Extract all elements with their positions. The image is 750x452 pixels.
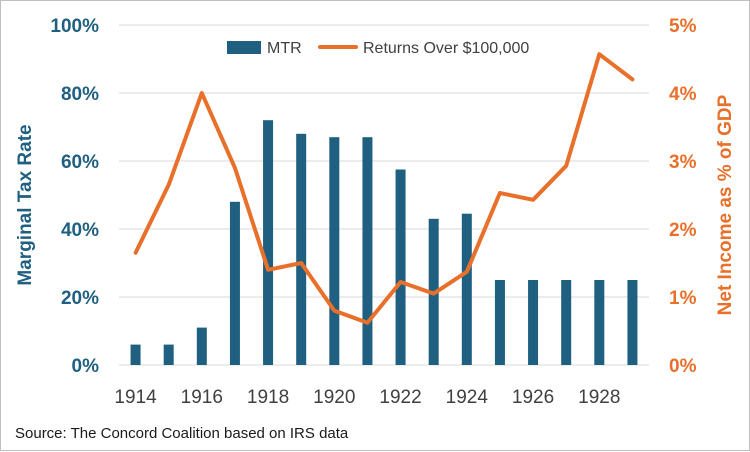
mtr-bar [130, 344, 141, 365]
legend-label-returns: Returns Over $100,000 [363, 40, 529, 57]
x-tick-label: 1926 [512, 387, 554, 408]
y-tick-label-left: 100% [50, 16, 99, 37]
mtr-bar [163, 344, 174, 365]
y-tick-label-right: 2% [669, 220, 697, 241]
mtr-bar [395, 169, 406, 365]
left-axis-title: Marginal Tax Rate [15, 124, 36, 285]
mtr-bar [263, 120, 274, 365]
x-tick-label: 1920 [313, 387, 355, 408]
y-tick-label-left: 40% [61, 220, 99, 241]
x-tick-label: 1914 [114, 387, 157, 408]
y-tick-label-right: 5% [669, 16, 697, 37]
y-tick-label-left: 0% [72, 356, 100, 377]
source-note: Source: The Concord Coalition based on I… [15, 425, 349, 442]
x-tick-label: 1922 [379, 387, 421, 408]
mtr-bar [494, 280, 505, 365]
right-axis-title: Net Income as % of GDP [715, 94, 736, 315]
x-tick-label: 1924 [446, 387, 489, 408]
y-tick-label-right: 0% [669, 356, 697, 377]
x-tick-label: 1928 [578, 387, 620, 408]
x-tick-label: 1918 [247, 387, 289, 408]
mtr-bar [196, 327, 207, 365]
mtr-bar [362, 137, 373, 365]
y-tick-label-left: 60% [61, 152, 99, 173]
y-tick-label-left: 80% [61, 84, 99, 105]
y-tick-label-right: 1% [669, 288, 697, 309]
mtr-bar [329, 137, 340, 365]
mtr-bar [627, 280, 638, 365]
mtr-bar [461, 213, 472, 365]
y-tick-label-right: 3% [669, 152, 697, 173]
y-tick-label-left: 20% [61, 288, 99, 309]
mtr-bar [296, 133, 307, 365]
mtr-bar [528, 280, 539, 365]
mtr-bar [594, 280, 605, 365]
returns-line [133, 52, 635, 325]
legend-swatch-mtr [227, 41, 261, 54]
x-tick-label: 1916 [181, 387, 223, 408]
y-tick-label-right: 4% [669, 84, 697, 105]
mtr-bar [229, 201, 240, 365]
mtr-bar [561, 280, 572, 365]
legend-label-mtr: MTR [267, 40, 302, 57]
